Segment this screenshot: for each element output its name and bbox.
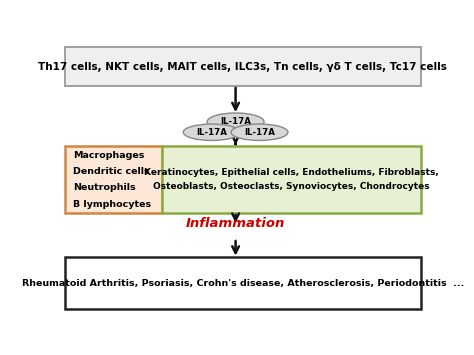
Text: Neutrophils: Neutrophils [73, 184, 136, 192]
Text: IL-17A: IL-17A [244, 128, 275, 137]
Text: Inflammation: Inflammation [186, 217, 285, 230]
FancyBboxPatch shape [162, 147, 421, 213]
Text: Keratinocytes, Epithelial cells, Endotheliums, Fibroblasts,: Keratinocytes, Epithelial cells, Endothe… [144, 168, 439, 177]
FancyBboxPatch shape [65, 147, 162, 213]
Text: Osteoblasts, Osteoclasts, Synoviocytes, Chondrocytes: Osteoblasts, Osteoclasts, Synoviocytes, … [153, 182, 430, 191]
Text: IL-17A: IL-17A [196, 128, 227, 137]
Ellipse shape [231, 124, 288, 141]
Text: Rheumatoid Arthritis, Psoriasis, Crohn's disease, Atherosclerosis, Periodontitis: Rheumatoid Arthritis, Psoriasis, Crohn's… [22, 279, 464, 288]
Text: B lymphocytes: B lymphocytes [73, 200, 151, 208]
FancyBboxPatch shape [65, 47, 421, 86]
FancyBboxPatch shape [65, 257, 421, 309]
Text: Th17 cells, NKT cells, MAIT cells, ILC3s, Tn cells, γδ T cells, Tc17 cells: Th17 cells, NKT cells, MAIT cells, ILC3s… [38, 61, 447, 71]
Text: IL-17A: IL-17A [220, 118, 251, 126]
Ellipse shape [183, 124, 240, 141]
Text: Dendritic cells: Dendritic cells [73, 168, 150, 176]
Ellipse shape [207, 113, 264, 131]
Text: Macrophages: Macrophages [73, 151, 145, 160]
